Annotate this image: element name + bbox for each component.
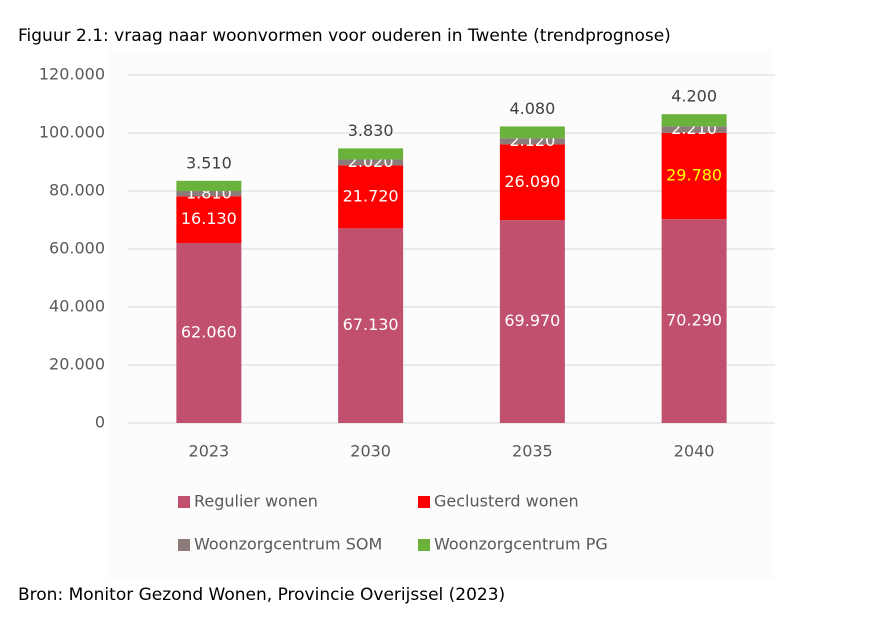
legend-label: Woonzorgcentrum PG: [434, 535, 608, 554]
bar-segment: [338, 148, 404, 160]
y-tick-label: 60.000: [49, 239, 105, 258]
source: Bron: Monitor Gezond Wonen, Provincie Ov…: [18, 585, 505, 605]
bar-segment: [661, 114, 727, 127]
legend-label: Geclusterd wonen: [434, 492, 579, 511]
data-label: 4.200: [671, 87, 717, 106]
bar-segment: [176, 243, 242, 423]
legend-swatch: [418, 539, 430, 551]
bar-segment: [176, 180, 242, 191]
bar-segment: [499, 144, 565, 221]
data-label: 16.130: [181, 209, 237, 228]
y-tick-label: 120.000: [39, 65, 105, 84]
x-tick-label: 2030: [350, 442, 391, 461]
x-tick-label: 2040: [674, 442, 715, 461]
legend-label: Regulier wonen: [194, 492, 318, 511]
bar-segment: [338, 228, 404, 423]
bar-segment: [661, 132, 727, 220]
y-tick-label: 40.000: [49, 297, 105, 316]
chart-title: Figuur 2.1: vraag naar woonvormen voor o…: [18, 26, 671, 46]
legend-swatch: [418, 496, 430, 508]
y-tick-label: 80.000: [49, 181, 105, 200]
x-tick-label: 2035: [512, 442, 553, 461]
legend-label: Woonzorgcentrum SOM: [194, 535, 382, 554]
data-label: 67.130: [343, 315, 399, 334]
data-label: 3.510: [186, 153, 232, 172]
data-label: 4.080: [509, 99, 555, 118]
legend-swatch: [178, 539, 190, 551]
bar-segment: [176, 191, 242, 197]
bar-segment: [499, 220, 565, 423]
data-label: 62.060: [181, 323, 237, 342]
data-label: 21.720: [343, 186, 399, 205]
data-label: 26.090: [504, 172, 560, 191]
bar-segment: [176, 196, 242, 244]
bar-segment: [661, 219, 727, 423]
data-label: 69.970: [504, 311, 560, 330]
bar-segment: [661, 126, 727, 133]
bar-segment: [499, 126, 565, 139]
bar-segment: [338, 159, 404, 166]
data-label: 70.290: [666, 311, 722, 330]
bar-segment: [499, 138, 565, 145]
data-label: 29.780: [666, 165, 722, 184]
data-label: 3.830: [348, 121, 394, 140]
legend-swatch: [178, 496, 190, 508]
y-tick-label: 0: [95, 413, 105, 432]
bar-segment: [338, 165, 404, 229]
x-tick-label: 2023: [189, 442, 230, 461]
y-tick-label: 100.000: [39, 123, 105, 142]
y-tick-label: 20.000: [49, 355, 105, 374]
